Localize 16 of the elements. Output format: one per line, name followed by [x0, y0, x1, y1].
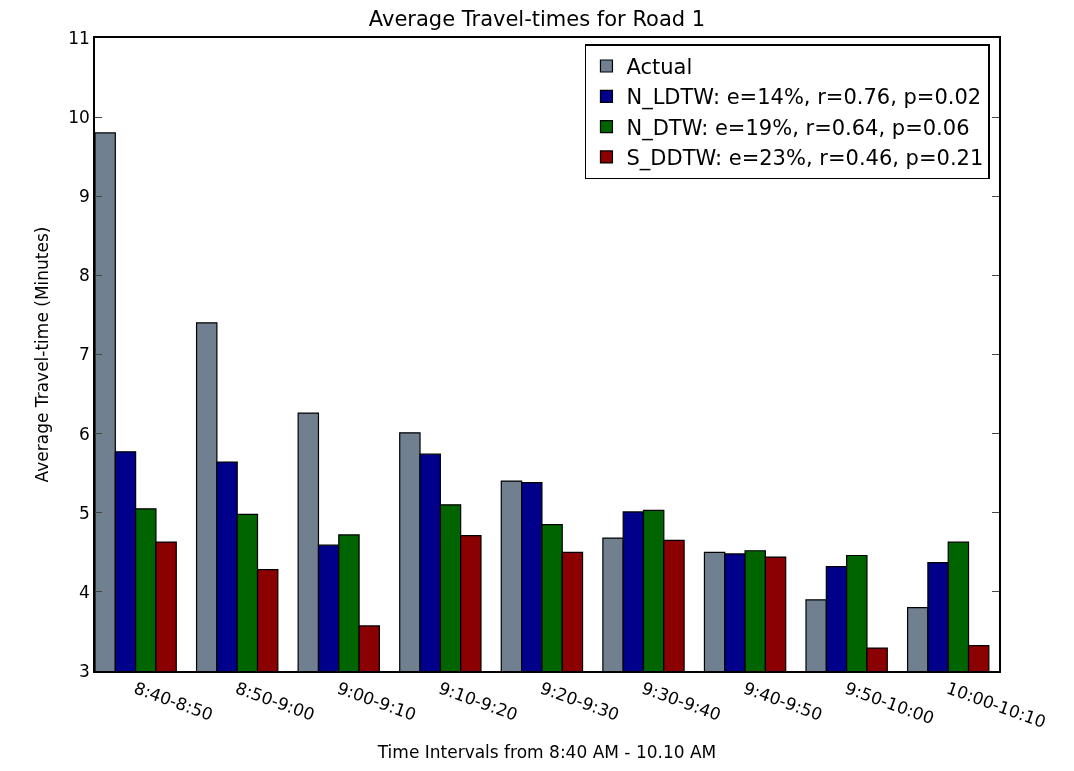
legend-label: Actual [626, 55, 693, 80]
x-axis-title: Time Intervals from 8:40 AM - 10.10 AM [376, 741, 717, 762]
y-axis-title: Average Travel-time (Minutes) [32, 226, 53, 483]
y-tick-label: 8 [79, 265, 90, 286]
y-tick-label: 9 [79, 186, 90, 207]
y-tick-label: 6 [79, 423, 90, 444]
y-tick-label: 5 [79, 502, 90, 523]
legend-label: S_DDTW: e=23%, r=0.46, p=0.21 [626, 146, 984, 172]
y-tick-label: 3 [79, 660, 90, 681]
y-tick-label: 11 [68, 27, 90, 48]
legend-label: N_LDTW: e=14%, r=0.76, p=0.02 [626, 85, 982, 111]
y-tick-label: 7 [79, 344, 90, 365]
legend-label: N_DTW: e=19%, r=0.64, p=0.06 [626, 115, 970, 141]
y-tick-label: 10 [68, 107, 90, 128]
chart-title: Average Travel-times for Road 1 [368, 7, 706, 32]
y-tick-label: 4 [79, 581, 90, 602]
